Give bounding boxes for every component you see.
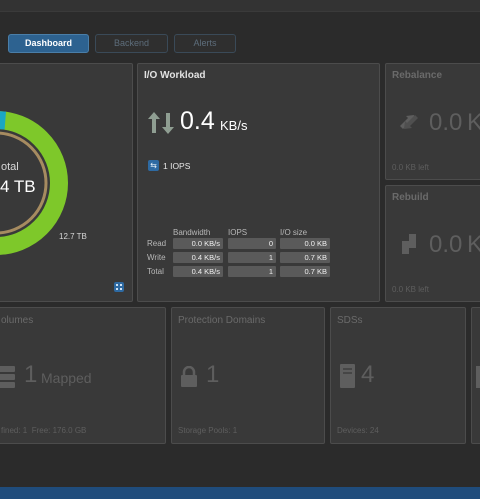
io-header-bandwidth: Bandwidth xyxy=(173,228,211,237)
io-workload-title: I/O Workload xyxy=(144,70,206,81)
capacity-donut xyxy=(0,111,68,255)
io-bandwidth-value: 0.4 xyxy=(180,107,215,135)
io-header-iops: IOPS xyxy=(228,228,248,237)
capacity-total-value: 4 TB xyxy=(0,177,36,196)
io-header-size: I/O size xyxy=(280,228,308,237)
io-total-iops: 1 xyxy=(228,266,276,277)
top-bar xyxy=(0,0,480,12)
capacity-free-ring xyxy=(0,111,68,255)
rebalance-unit: K xyxy=(467,109,480,137)
server-icon xyxy=(340,364,355,388)
iops-icon: ⇆ xyxy=(148,160,159,171)
lock-icon xyxy=(181,366,197,387)
rebuild-left: 0.0 KB left xyxy=(392,285,429,294)
tab-dashboard[interactable]: Dashboard xyxy=(8,34,89,53)
io-read-iops: 0 xyxy=(228,238,276,249)
io-read-size: 0.0 KB xyxy=(280,238,330,249)
capacity-used-segment xyxy=(0,111,6,130)
io-workload-panel: I/O Workload 0.4 KB/s ⇆ 1 IOPS Bandwidth… xyxy=(137,63,380,302)
io-row-label-write: Write xyxy=(147,253,166,262)
sdc-panel-partial xyxy=(471,307,480,444)
capacity-panel: otal 4 TB 12.7 TB xyxy=(0,63,133,302)
rebalance-left: 0.0 KB left xyxy=(392,163,429,172)
io-row-label-read: Read xyxy=(147,239,167,248)
rebuild-panel: Rebuild 0.0 K 0.0 KB left xyxy=(385,185,480,302)
volumes-icon xyxy=(0,366,15,388)
rebalance-title: Rebalance xyxy=(392,70,443,81)
sdss-footer: Devices: 24 xyxy=(337,426,379,435)
protection-domains-count: 1 xyxy=(206,361,220,388)
rebuild-unit: K xyxy=(467,231,480,259)
capacity-inner-ring xyxy=(0,131,48,235)
volumes-panel: olumes 1 Mapped fined: 1 Free: 176.0 GB xyxy=(0,307,166,444)
grid-view-icon[interactable] xyxy=(114,282,124,292)
sdc-icon xyxy=(476,366,480,388)
sdss-panel: SDSs 4 Devices: 24 xyxy=(330,307,466,444)
io-total-bandwidth: 0.4 KB/s xyxy=(173,266,223,277)
volumes-footer: fined: 1 Free: 176.0 GB xyxy=(1,426,87,435)
io-read-bandwidth: 0.0 KB/s xyxy=(173,238,223,249)
io-write-size: 0.7 KB xyxy=(280,252,330,263)
rebuild-icon xyxy=(402,234,416,254)
volumes-title: olumes xyxy=(1,315,34,326)
io-row-label-total: Total xyxy=(147,267,164,276)
io-arrows-icon xyxy=(148,112,174,134)
protection-domains-title: Protection Domains xyxy=(178,315,266,326)
capacity-free-label: 12.7 TB xyxy=(59,232,87,241)
rebuild-title: Rebuild xyxy=(392,192,429,203)
io-write-bandwidth: 0.4 KB/s xyxy=(173,252,223,263)
io-total-size: 0.7 KB xyxy=(280,266,330,277)
iops-value: 1 IOPS xyxy=(163,161,191,171)
protection-domains-footer: Storage Pools: 1 xyxy=(178,426,238,435)
io-write-iops: 1 xyxy=(228,252,276,263)
bottom-status-bar xyxy=(0,487,480,499)
volumes-label: Mapped xyxy=(41,370,92,386)
capacity-total-label: otal xyxy=(1,161,19,173)
io-bandwidth-unit: KB/s xyxy=(220,118,248,133)
tab-backend[interactable]: Backend xyxy=(95,34,168,53)
tab-alerts[interactable]: Alerts xyxy=(174,34,236,53)
sdss-title: SDSs xyxy=(337,315,363,326)
rebuild-value: 0.0 xyxy=(429,231,463,258)
rebalance-icon xyxy=(400,115,418,129)
volumes-count: 1 xyxy=(24,361,38,388)
sdss-count: 4 xyxy=(361,361,375,388)
protection-domains-panel: Protection Domains 1 Storage Pools: 1 xyxy=(171,307,325,444)
capacity-center xyxy=(0,135,44,231)
rebalance-value: 0.0 xyxy=(429,109,463,136)
rebalance-panel: Rebalance 0.0 K 0.0 KB left xyxy=(385,63,480,180)
